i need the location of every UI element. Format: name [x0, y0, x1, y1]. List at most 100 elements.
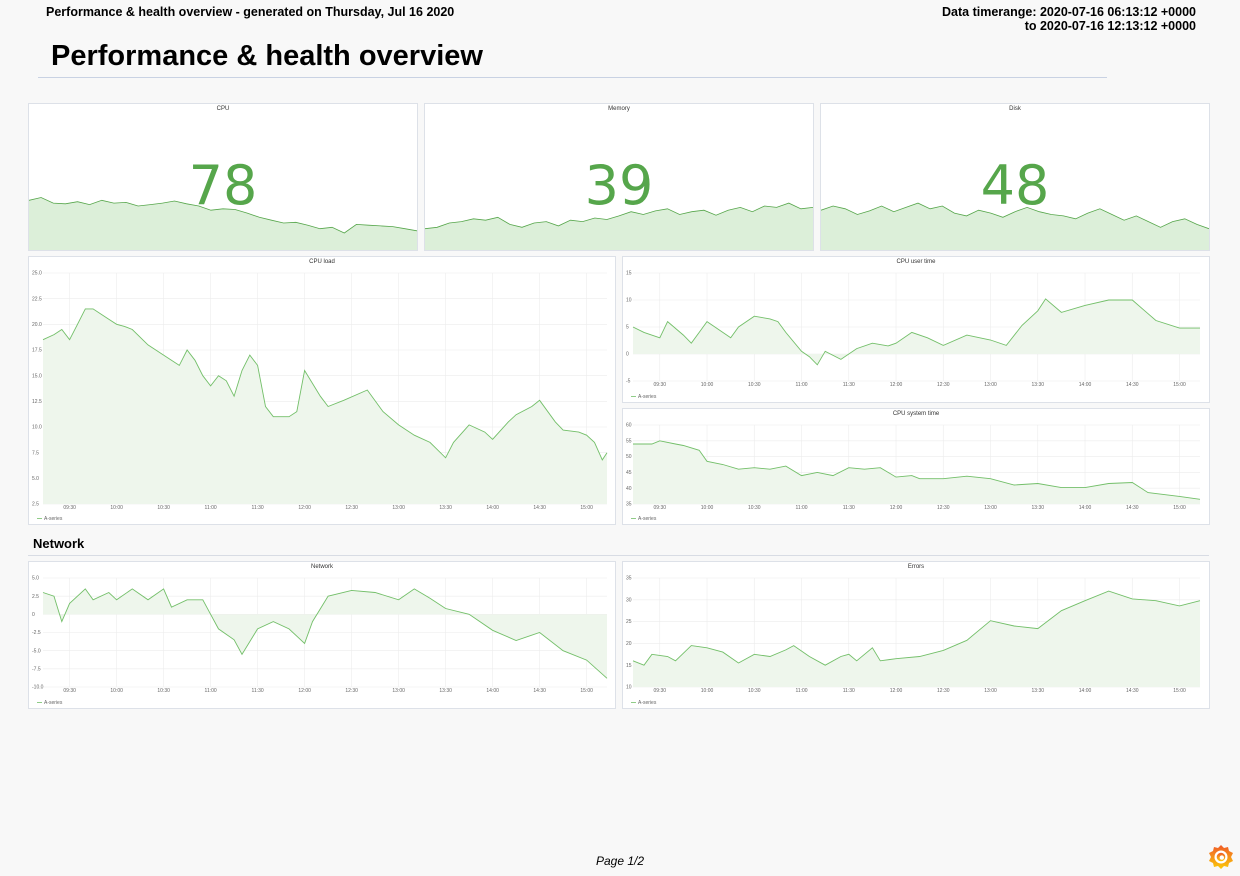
- x-tick-label: 09:30: [654, 688, 667, 694]
- series-line: [632, 298, 1200, 366]
- x-tick-label: 09:30: [63, 688, 76, 694]
- series-line: [42, 588, 608, 679]
- x-tick-label: 11:00: [795, 382, 807, 388]
- x-tick-label: 12:00: [890, 505, 903, 511]
- legend-label: A-series: [44, 700, 63, 706]
- stat-panel-memory: Memory 39: [424, 103, 814, 251]
- data-timerange: Data timerange: 2020-07-16 06:13:12 +000…: [942, 5, 1196, 33]
- sparkline-area: [425, 203, 813, 250]
- x-tick-label: 13:00: [392, 688, 405, 694]
- graph-panel-errors: Errors 35 30 25 20 15 10 09:30 10:00 10:30 11:00 1…: [622, 561, 1210, 709]
- series-area: [43, 588, 607, 679]
- x-tick-label: 11:00: [205, 505, 217, 511]
- legend-label: A-series: [638, 700, 657, 706]
- y-tick-label: 55: [626, 438, 632, 444]
- page-title: Performance & health overview: [51, 40, 483, 72]
- x-tick-label: 10:00: [110, 688, 123, 694]
- series-line: [42, 308, 608, 461]
- panel-title: CPU: [216, 106, 230, 112]
- x-tick-label: 13:30: [439, 688, 452, 694]
- x-tick-label: 10:00: [110, 505, 123, 511]
- x-tick-label: 11:30: [252, 688, 264, 694]
- x-tick-label: 15:00: [1173, 505, 1186, 511]
- series-area: [43, 308, 607, 504]
- x-tick-label: 12:30: [937, 688, 950, 694]
- y-tick-label: 5.0: [32, 476, 39, 482]
- y-tick-label: 15: [626, 663, 632, 669]
- x-tick-label: 10:30: [157, 688, 170, 694]
- x-tick-label: 14:30: [1126, 688, 1139, 694]
- y-tick-label: 30: [626, 597, 632, 603]
- y-tick-label: 10: [626, 298, 632, 304]
- x-tick-label: 10:30: [157, 505, 170, 511]
- stat-panel-disk: Disk 48: [820, 103, 1210, 251]
- x-tick-label: 13:00: [984, 505, 997, 511]
- x-tick-label: 13:00: [984, 382, 997, 388]
- legend-label: A-series: [638, 394, 657, 400]
- y-tick-label: -7.5: [32, 666, 41, 672]
- timerange-from: Data timerange: 2020-07-16 06:13:12 +000…: [942, 5, 1196, 19]
- y-tick-label: 35: [626, 502, 632, 508]
- x-tick-label: 12:00: [298, 505, 311, 511]
- chart-svg: 25.0 22.5 20.0 17.5 15.0 12.5 10.0 7.5 5.0 2.5 09:…: [32, 271, 608, 522]
- x-tick-label: 13:30: [1032, 382, 1045, 388]
- x-tick-label: 15:00: [1173, 382, 1186, 388]
- x-tick-label: 09:30: [63, 505, 76, 511]
- title-divider: [38, 77, 1107, 78]
- report-generated-header: Performance & health overview - generate…: [46, 5, 455, 19]
- section-divider: [28, 555, 1209, 556]
- graph-panel-cpu-system-time: CPU system time 60 55 50 45 40 35 09:30 10:00 10…: [622, 408, 1210, 525]
- y-tick-label: 60: [626, 423, 632, 429]
- section-heading-network: Network: [33, 536, 85, 551]
- y-tick-label: 12.5: [32, 399, 42, 405]
- x-tick-label: 14:30: [1126, 505, 1139, 511]
- x-tick-label: 11:00: [205, 688, 217, 694]
- x-tick-label: 14:00: [1079, 688, 1092, 694]
- x-tick-label: 12:30: [937, 382, 950, 388]
- x-tick-label: 13:00: [392, 505, 405, 511]
- chart-svg: 15 10 5 0 -5 09:30 10:00 10:30 11:00 11:30 12:00 12…: [626, 271, 1201, 400]
- sparkline-line: [29, 197, 417, 234]
- y-tick-label: 15: [626, 271, 632, 277]
- series-line: [633, 440, 1201, 500]
- x-tick-label: 10:30: [748, 688, 761, 694]
- y-tick-label: 0: [626, 352, 629, 358]
- panel-title: Errors: [907, 564, 925, 570]
- panel-title: CPU load: [309, 259, 335, 265]
- x-tick-label: 12:00: [298, 688, 311, 694]
- x-tick-label: 10:00: [701, 505, 714, 511]
- panel-title: Network: [310, 564, 333, 570]
- y-tick-label: 0: [32, 612, 35, 618]
- graph-panel-cpu-load: CPU load 25.0 22.5 20.0 17.5 15.0 12.5 10.0 7.5…: [28, 256, 616, 525]
- y-tick-label: 5.0: [32, 576, 39, 582]
- x-tick-label: 13:30: [1032, 688, 1045, 694]
- x-tick-label: 12:00: [890, 382, 903, 388]
- legend-label: A-series: [638, 516, 657, 522]
- sparkline-line: [425, 202, 813, 230]
- y-tick-label: 20.0: [32, 322, 42, 328]
- x-tick-label: 14:30: [533, 505, 546, 511]
- stat-value: 39: [584, 154, 654, 217]
- y-tick-label: 2.5: [32, 502, 39, 508]
- sparkline: [29, 197, 417, 250]
- y-tick-label: 50: [626, 454, 632, 460]
- x-tick-label: 13:30: [439, 505, 452, 511]
- timerange-to: to 2020-07-16 12:13:12 +0000: [1024, 19, 1196, 33]
- x-tick-label: 10:00: [701, 688, 714, 694]
- stat-value: 48: [980, 154, 1050, 217]
- x-tick-label: 09:30: [654, 382, 667, 388]
- y-tick-label: -10.0: [32, 685, 44, 691]
- graph-panel-network: Network 5.0 2.5 0 -2.5 -5.0 -7.5 -10.0 09:30 10:…: [28, 561, 616, 709]
- x-tick-label: 10:30: [748, 505, 761, 511]
- x-tick-label: 09:30: [654, 505, 667, 511]
- x-tick-label: 14:00: [486, 688, 499, 694]
- x-tick-label: 13:00: [984, 688, 997, 694]
- y-tick-label: 15.0: [32, 373, 42, 379]
- sparkline: [425, 202, 813, 250]
- y-tick-label: -2.5: [32, 630, 41, 636]
- y-tick-label: -5.0: [32, 648, 41, 654]
- y-tick-label: 40: [626, 486, 632, 492]
- x-tick-label: 11:30: [843, 688, 855, 694]
- stat-value: 78: [188, 154, 258, 217]
- y-tick-label: 35: [626, 576, 632, 582]
